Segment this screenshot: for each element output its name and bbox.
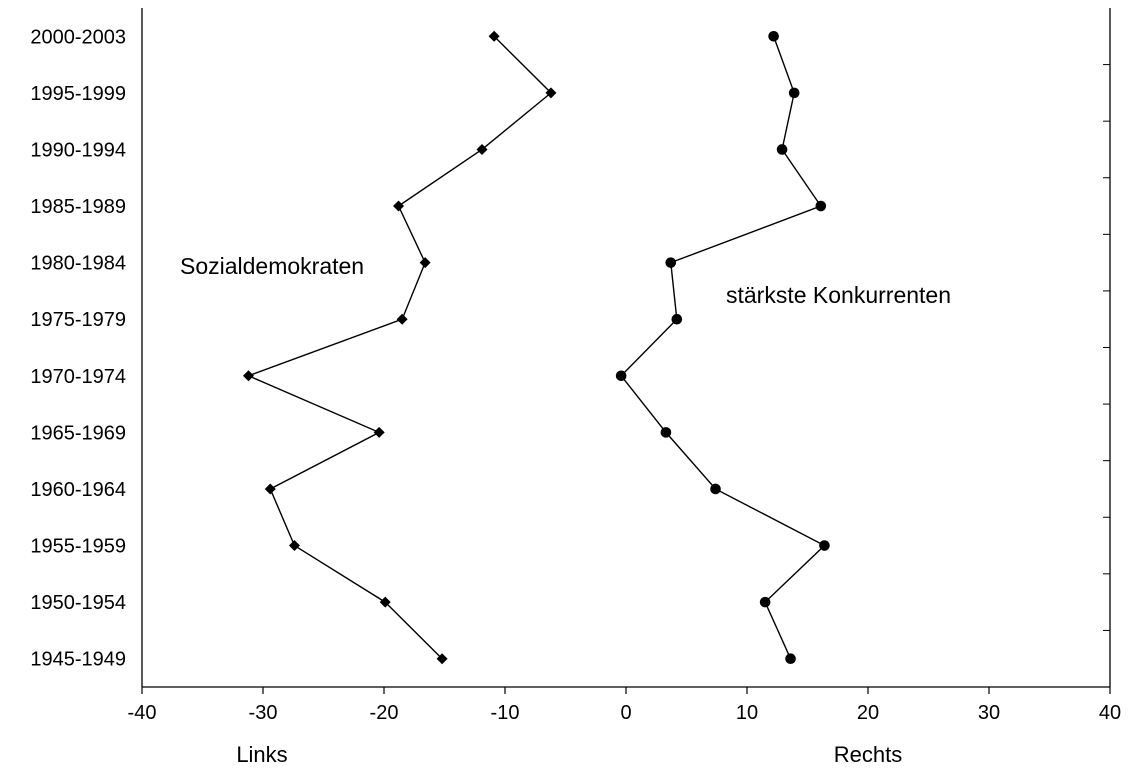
data-point-circle [660, 427, 672, 438]
data-point-circle [776, 144, 788, 155]
category-labels: 1945-1949 1950-1954 1955-1959 1960-1964 1965… [30, 26, 126, 670]
x-tick-label: -10 [491, 702, 520, 724]
series-1 [615, 30, 830, 665]
category-label: 1960-1964 [30, 479, 126, 501]
category-label: 1965-1969 [30, 422, 126, 444]
data-point-diamond [396, 313, 408, 325]
series-line [246, 35, 553, 660]
category-label: 1975-1979 [30, 309, 126, 331]
series-layer [242, 30, 830, 665]
x-axis-ticks: -40 -30 -20 -10 0 10 20 30 40 [128, 687, 1121, 724]
x-tick-label: 0 [620, 702, 631, 724]
data-point-circle [768, 30, 779, 42]
x-tick-label: -20 [370, 702, 399, 724]
x-axis-title-right: Rechts [834, 742, 902, 767]
x-tick-label: 40 [1099, 702, 1121, 724]
data-point-diamond [476, 143, 488, 155]
data-point-diamond [242, 370, 254, 382]
x-tick-label: -40 [128, 702, 157, 724]
data-point-circle [785, 653, 796, 665]
data-point-circle [759, 596, 771, 608]
category-label: 1955-1959 [30, 536, 126, 558]
x-tick-label: -30 [249, 702, 278, 724]
data-point-circle [710, 483, 721, 495]
category-label: 1945-1949 [30, 649, 126, 671]
data-point-diamond [545, 87, 557, 99]
data-point-circle [671, 313, 683, 325]
data-point-circle [665, 257, 677, 268]
x-axis-title-left: Links [236, 742, 287, 767]
series-0 [242, 30, 557, 665]
x-tick-label: 10 [736, 702, 758, 724]
category-label: 1995-1999 [30, 83, 126, 105]
category-label: 1970-1974 [30, 366, 126, 388]
data-point-diamond [436, 653, 448, 665]
series-line [620, 36, 826, 659]
plot-frame [141, 8, 1111, 688]
data-point-diamond [393, 200, 405, 212]
data-point-diamond [288, 540, 300, 552]
category-label: 1950-1954 [30, 592, 126, 614]
category-label: 1990-1994 [30, 139, 126, 161]
data-point-diamond [373, 426, 385, 438]
data-point-circle [788, 87, 800, 99]
x-tick-label: 20 [857, 702, 879, 724]
data-point-circle [819, 540, 830, 551]
data-point-diamond [419, 257, 431, 269]
category-label: 2000-2003 [30, 26, 126, 48]
category-label: 1985-1989 [30, 196, 126, 218]
data-point-diamond [379, 596, 391, 608]
data-point-diamond [488, 30, 500, 42]
right-axis-ticks [1103, 64, 1110, 631]
x-tick-label: 30 [978, 702, 1000, 724]
category-label: 1980-1984 [30, 253, 126, 275]
series-label-konkurrenten: stärkste Konkurrenten [726, 282, 951, 308]
data-point-diamond [264, 483, 276, 495]
data-point-circle [815, 200, 827, 212]
data-point-circle [615, 370, 627, 382]
series-label-sozialdemokraten: Sozialdemokraten [180, 253, 364, 279]
